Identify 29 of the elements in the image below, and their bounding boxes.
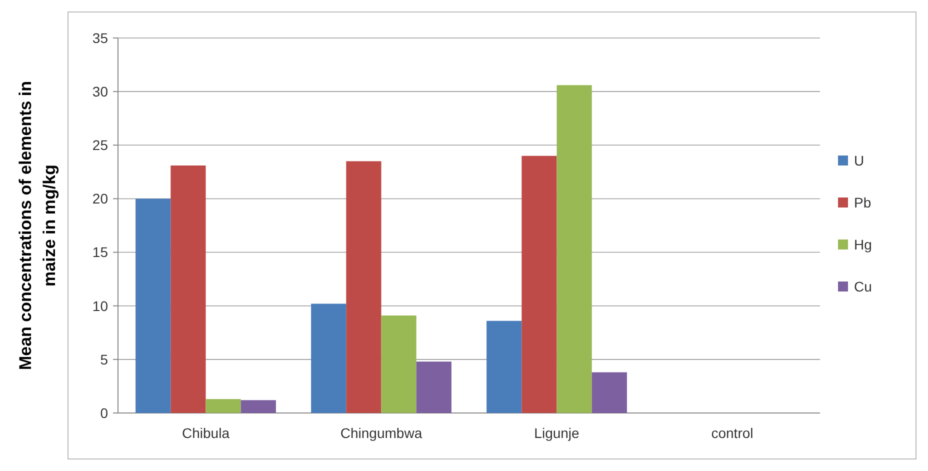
legend-label: Hg: [854, 236, 872, 252]
bar: [556, 85, 592, 413]
legend-label: U: [854, 152, 864, 168]
bar: [311, 304, 346, 413]
bar: [416, 362, 452, 413]
y-tick-label: 25: [92, 137, 108, 154]
y-tick-label: 10: [92, 298, 108, 314]
y-tick-label: 35: [92, 30, 108, 46]
bar: [240, 400, 276, 413]
legend-label: Pb: [854, 194, 872, 210]
y-tick-label: 20: [92, 190, 108, 207]
bar: [486, 320, 522, 413]
y-axis-title: Mean concentrations of elements in maize in mg/kg: [16, 80, 59, 370]
y-tick-label: 5: [100, 351, 108, 368]
x-tick-label: Ligunje: [534, 425, 580, 441]
bar: [346, 161, 382, 413]
y-tick-label: 30: [92, 83, 108, 100]
legend-label: Cu: [854, 278, 872, 294]
bar: [206, 399, 241, 413]
y-tick-label: 15: [92, 244, 108, 260]
bar: [170, 166, 206, 413]
x-tick-label: Chingumbwa: [340, 425, 422, 441]
x-tick-label: Chibula: [182, 425, 230, 441]
bar: [136, 198, 171, 413]
y-tick-label: 0: [100, 404, 108, 421]
bar: [381, 316, 416, 413]
bar: [592, 372, 627, 413]
x-tick-label: control: [711, 425, 754, 441]
bar: [522, 156, 557, 413]
